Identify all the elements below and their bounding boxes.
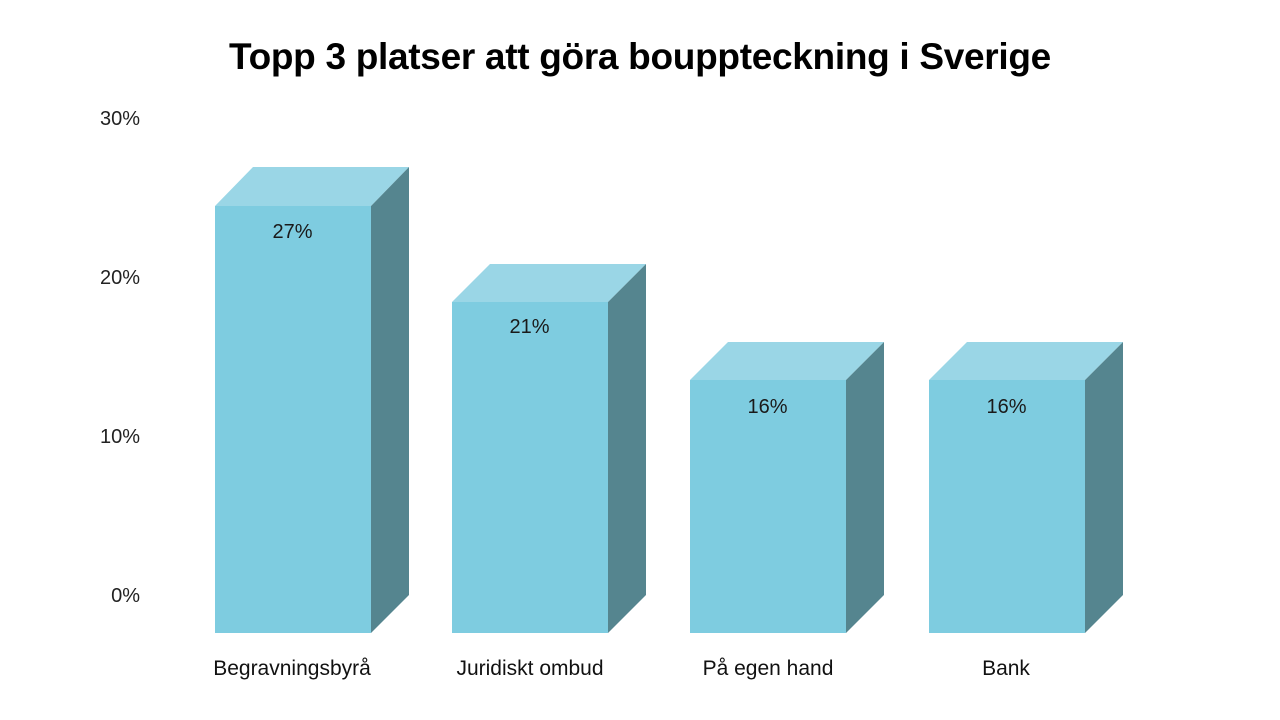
value-label-bank: 16%: [986, 396, 1027, 418]
x-label-begravningsbyra: Begravningsbyrå: [213, 657, 371, 680]
bar-bank: [929, 342, 1123, 633]
y-tick-0: 0%: [111, 585, 140, 607]
value-label-pa-egen-hand: 16%: [747, 396, 788, 418]
y-tick-10: 10%: [99, 426, 140, 448]
bar-begravningsbyra: [215, 167, 409, 633]
bar-pa-egen-hand: [690, 342, 884, 633]
x-label-bank: Bank: [982, 657, 1030, 680]
bar-juridiskt-ombud: [452, 264, 646, 633]
y-tick-30: 30%: [99, 108, 140, 130]
value-label-juridiskt-ombud: 21%: [509, 316, 550, 338]
x-label-pa-egen-hand: På egen hand: [702, 657, 834, 680]
value-label-begravningsbyra: 27%: [272, 221, 313, 243]
chart-title: Topp 3 platser att göra bouppteckning i …: [229, 36, 1051, 77]
y-tick-20: 20%: [99, 267, 140, 289]
x-label-juridiskt-ombud: Juridiskt ombud: [456, 657, 604, 680]
